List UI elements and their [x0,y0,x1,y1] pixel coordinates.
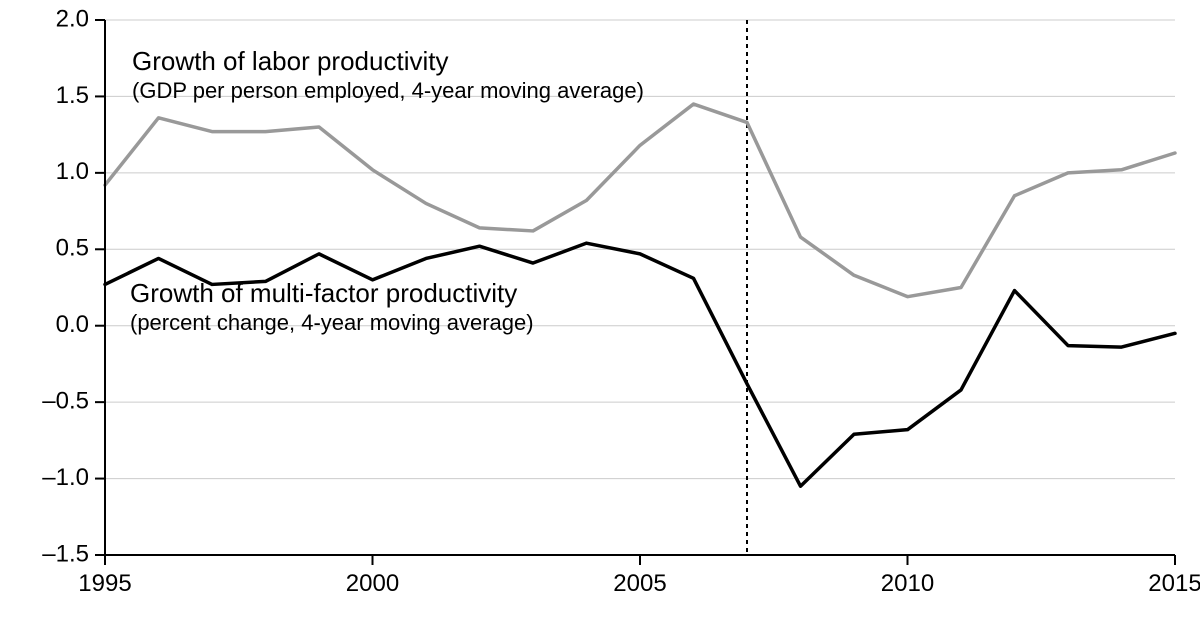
x-tick-label: 2015 [1148,570,1200,597]
y-tick-label: –1.0 [42,464,89,491]
chart-svg: –1.5 –1.0 –0.5 0.0 0.5 1.0 1.5 2.0 1995 2000 2005 2… [0,0,1200,619]
series-label-labor-title: Growth of labor productivity [132,46,448,76]
y-tick-label: –0.5 [42,387,89,414]
x-tick-label: 2010 [881,570,934,597]
y-tick-label: 0.0 [56,311,89,338]
series-label-labor-subtitle: (GDP per person employed, 4-year moving … [132,78,644,103]
x-tick-label: 2000 [346,570,399,597]
y-tick-label: –1.5 [42,540,89,567]
x-tick-label: 2005 [613,570,666,597]
x-tick-label: 1995 [78,570,131,597]
y-tick-label: 0.5 [56,235,89,262]
y-tick-label: 1.0 [56,158,89,185]
y-tick-label: 1.5 [56,82,89,109]
series-label-mfp-title: Growth of multi-factor productivity [130,278,517,308]
series-label-mfp-subtitle: (percent change, 4-year moving average) [130,310,534,335]
y-tick-label: 2.0 [56,5,89,32]
productivity-chart: –1.5 –1.0 –0.5 0.0 0.5 1.0 1.5 2.0 1995 2000 2005 2… [0,0,1200,619]
